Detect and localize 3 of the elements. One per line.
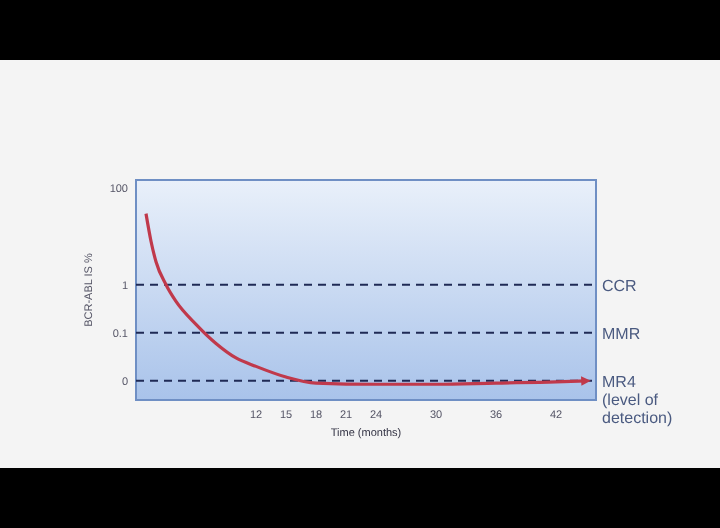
ref-line-label: CCR [602,276,638,295]
ref-line-label: MMR [602,324,641,343]
ref-line-label: MR4 (level of detection) [602,372,673,427]
